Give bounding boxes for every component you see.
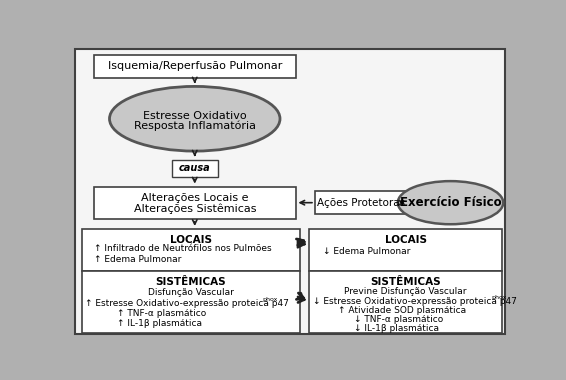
- Text: Isquemia/Reperfusão Pulmonar: Isquemia/Reperfusão Pulmonar: [108, 62, 282, 71]
- FancyArrowPatch shape: [297, 239, 304, 245]
- Text: Alterações Locais e: Alterações Locais e: [141, 193, 248, 203]
- Ellipse shape: [398, 181, 503, 224]
- Text: causa: causa: [179, 163, 211, 173]
- Text: ↓ IL-1β plasmática: ↓ IL-1β plasmática: [354, 324, 439, 333]
- FancyBboxPatch shape: [75, 49, 505, 334]
- FancyBboxPatch shape: [171, 160, 218, 176]
- Text: ↑ IL-1β plasmática: ↑ IL-1β plasmática: [117, 319, 202, 328]
- Ellipse shape: [109, 86, 280, 151]
- Text: ↑ Atividade SOD plasmática: ↑ Atividade SOD plasmática: [338, 306, 466, 315]
- Text: ↑ Infiltrado de Neutrófilos nos Pulmões: ↑ Infiltrado de Neutrófilos nos Pulmões: [94, 244, 272, 253]
- Text: Exercício Físico: Exercício Físico: [400, 196, 501, 209]
- FancyBboxPatch shape: [310, 271, 501, 333]
- Text: Alterações Sistêmicas: Alterações Sistêmicas: [134, 204, 256, 214]
- Text: LOCAIS: LOCAIS: [170, 234, 212, 245]
- FancyBboxPatch shape: [82, 271, 300, 333]
- Text: Resposta Inflamatória: Resposta Inflamatória: [134, 120, 256, 131]
- Text: SISTÊMICAS: SISTÊMICAS: [370, 277, 441, 287]
- Text: LOCAIS: LOCAIS: [384, 234, 427, 245]
- Text: Previne Disfunção Vascular: Previne Disfunção Vascular: [344, 287, 467, 296]
- FancyBboxPatch shape: [315, 191, 408, 214]
- FancyBboxPatch shape: [82, 229, 300, 271]
- Text: Estresse Oxidativo: Estresse Oxidativo: [143, 111, 247, 121]
- Text: Ações Protetoras: Ações Protetoras: [318, 198, 405, 208]
- Text: ↓ Estresse Oxidativo-expressão proteica p47: ↓ Estresse Oxidativo-expressão proteica …: [312, 297, 516, 306]
- Text: ↓ Edema Pulmonar: ↓ Edema Pulmonar: [323, 247, 410, 256]
- Text: Disfunção Vascular: Disfunção Vascular: [148, 288, 234, 297]
- Text: SISTÊMICAS: SISTÊMICAS: [156, 277, 226, 287]
- FancyBboxPatch shape: [94, 55, 295, 78]
- Text: phox: phox: [262, 297, 277, 302]
- Text: ↑ Estresse Oxidativo-expressão proteica p47: ↑ Estresse Oxidativo-expressão proteica …: [85, 299, 289, 308]
- Text: ↑ Edema Pulmonar: ↑ Edema Pulmonar: [94, 255, 181, 264]
- FancyBboxPatch shape: [94, 187, 295, 219]
- Text: ↓ TNF-α plasmático: ↓ TNF-α plasmático: [354, 315, 443, 324]
- Text: ↑ TNF-α plasmático: ↑ TNF-α plasmático: [117, 309, 207, 318]
- FancyArrowPatch shape: [297, 293, 304, 299]
- FancyBboxPatch shape: [310, 229, 501, 271]
- Text: phox: phox: [492, 295, 507, 300]
